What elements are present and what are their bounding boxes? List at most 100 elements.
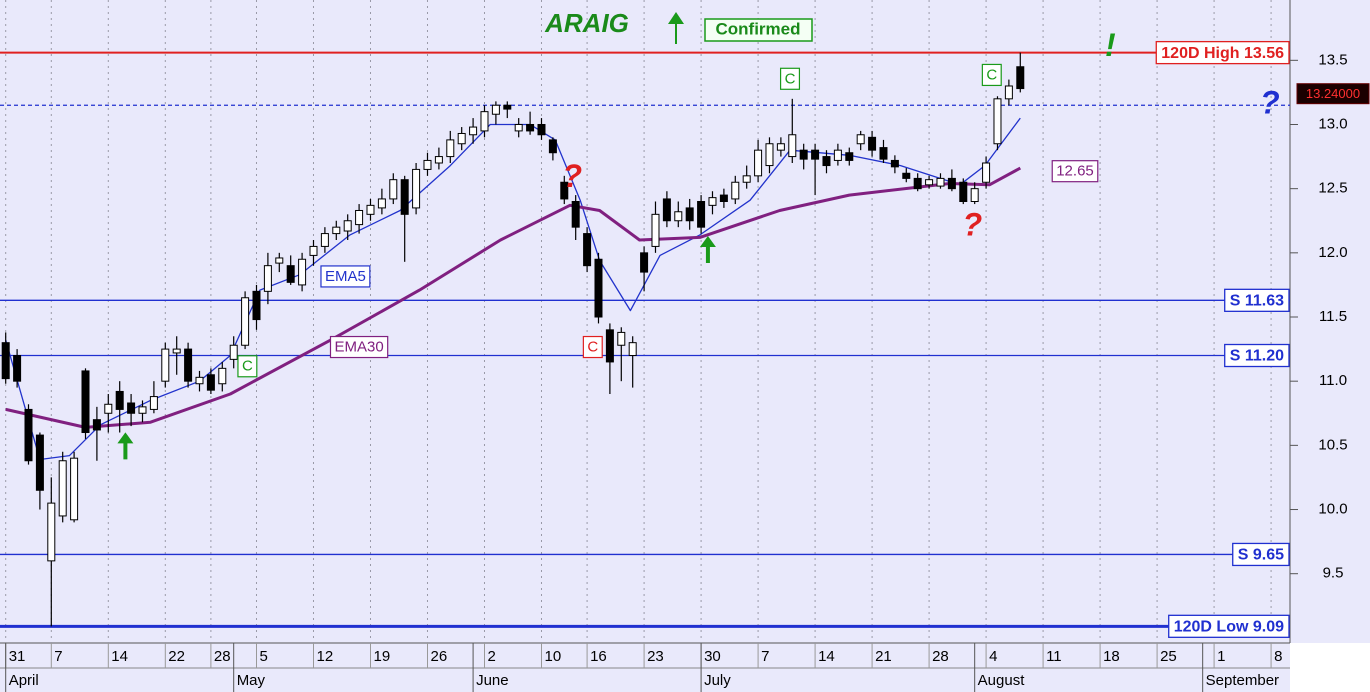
candle-body xyxy=(70,457,79,521)
annotation-label: C xyxy=(785,70,796,87)
signal-arrow xyxy=(117,432,134,460)
x-tick-label: 16 xyxy=(590,648,607,665)
candle-body xyxy=(583,233,592,267)
annotation-box xyxy=(329,335,389,359)
candle-body xyxy=(503,104,512,110)
candle-body xyxy=(765,143,774,167)
candle-body xyxy=(879,147,888,160)
candle-body xyxy=(1,342,10,380)
level-label: S 11.20 xyxy=(1230,348,1284,365)
annotation-label: C xyxy=(242,358,253,375)
candle-body xyxy=(332,226,341,235)
x-tick-label: 7 xyxy=(54,648,62,665)
candle-body xyxy=(149,396,158,410)
x-tick-label: 25 xyxy=(1160,648,1177,665)
candle-body xyxy=(469,126,478,136)
candle-body xyxy=(936,177,945,187)
candle-body xyxy=(788,134,797,158)
candle-body xyxy=(640,252,649,273)
candle-body xyxy=(423,159,432,170)
candle-body xyxy=(47,502,56,562)
annotation-mark: ? xyxy=(963,207,983,243)
level-label-box xyxy=(1232,542,1290,567)
candle-body xyxy=(514,123,523,132)
y-tick-label: 12.5 xyxy=(1318,180,1347,197)
candle-body xyxy=(218,367,227,385)
level-label-box xyxy=(1224,343,1290,368)
x-tick-label: 21 xyxy=(875,648,892,665)
candle-body xyxy=(13,355,22,382)
signal-arrow xyxy=(699,235,716,263)
y-tick-label: 9.5 xyxy=(1323,565,1344,582)
month-label: May xyxy=(237,672,266,689)
candle-body xyxy=(890,159,899,168)
candle-body xyxy=(229,344,238,360)
annotation-box xyxy=(237,355,258,378)
candle-body xyxy=(594,258,603,318)
candle-body xyxy=(754,149,763,177)
level-label-box xyxy=(1155,40,1290,65)
candle-body xyxy=(104,403,113,414)
indicator-line xyxy=(5,166,1022,429)
candle-body xyxy=(708,197,717,206)
status-label: Confirmed xyxy=(716,19,801,38)
candle-body xyxy=(845,152,854,161)
annotation-label: C xyxy=(587,338,598,355)
title-arrow xyxy=(668,12,684,44)
x-tick-label: 8 xyxy=(1274,648,1282,665)
annotation-label: EMA30 xyxy=(334,338,383,355)
candle-body xyxy=(58,460,67,517)
chart-title: ARAIG xyxy=(544,8,629,38)
candle-body xyxy=(309,245,318,256)
candle-body xyxy=(697,200,706,228)
candle-body xyxy=(355,209,364,226)
overlay-layer: ARAIG Confirmed C C C C EMA5 EMA30 12.65???! xyxy=(117,8,1280,460)
x-tick-label: 19 xyxy=(373,648,390,665)
candle-body xyxy=(799,149,808,160)
candle-body xyxy=(184,348,193,382)
candle-body xyxy=(263,265,272,292)
y-tick-label: 12.0 xyxy=(1318,244,1347,261)
candle-body xyxy=(127,402,136,414)
candle-body xyxy=(959,181,968,202)
candle-body xyxy=(902,172,911,179)
candle-body xyxy=(822,156,831,167)
level-label-box xyxy=(1224,288,1290,312)
candle-body xyxy=(731,181,740,200)
level-label: 120D High 13.56 xyxy=(1161,45,1284,62)
month-label: April xyxy=(9,672,39,689)
x-tick-label: 4 xyxy=(989,648,997,665)
x-tick-label: 1 xyxy=(1217,648,1225,665)
candle-body xyxy=(742,175,751,183)
candle-body xyxy=(491,104,500,115)
candle-body xyxy=(35,434,44,491)
candle-body xyxy=(628,342,637,357)
y-tick-label: 11.0 xyxy=(1319,372,1347,389)
level-label: S 9.65 xyxy=(1238,547,1284,564)
annotation-mark: ? xyxy=(1260,85,1280,121)
candle-body xyxy=(366,204,375,215)
candle-body xyxy=(412,168,421,209)
month-label: September xyxy=(1206,672,1279,689)
candle-body xyxy=(275,257,284,264)
candle-body xyxy=(674,211,683,222)
annotation-box xyxy=(1051,160,1099,183)
candle-body xyxy=(161,348,170,382)
candle-body xyxy=(400,179,409,215)
annotation-box xyxy=(779,67,801,90)
candle-body xyxy=(206,374,215,391)
annotation-label: EMA5 xyxy=(325,268,366,285)
plot-area xyxy=(0,0,1290,643)
x-tick-label: 12 xyxy=(316,648,333,665)
candle-body xyxy=(115,390,124,410)
candle-body xyxy=(389,179,398,200)
level-label-box xyxy=(1168,614,1290,638)
month-label: June xyxy=(476,672,509,689)
candle-body xyxy=(241,297,250,346)
candle-body xyxy=(252,290,261,321)
candle-body xyxy=(947,177,956,190)
annotation-mark: ! xyxy=(1105,27,1116,63)
plot-layer xyxy=(1,52,1025,627)
candle-body xyxy=(434,156,443,164)
